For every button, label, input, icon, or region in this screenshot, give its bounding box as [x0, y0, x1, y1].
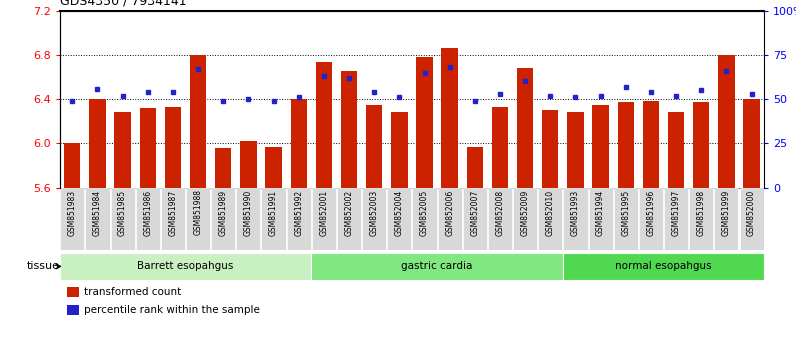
- Bar: [311, 253, 563, 280]
- Bar: [513, 188, 537, 250]
- Bar: [64, 143, 80, 188]
- Bar: [739, 188, 763, 250]
- Bar: [743, 99, 759, 188]
- Bar: [60, 188, 84, 250]
- Bar: [362, 188, 386, 250]
- Bar: [337, 188, 361, 250]
- Bar: [488, 188, 512, 250]
- Bar: [287, 188, 310, 250]
- Bar: [542, 110, 559, 188]
- Text: GSM852010: GSM852010: [546, 189, 555, 236]
- Bar: [438, 188, 462, 250]
- Text: GSM851983: GSM851983: [68, 189, 76, 236]
- Text: GSM851990: GSM851990: [244, 189, 253, 236]
- Bar: [265, 147, 282, 188]
- Bar: [261, 188, 286, 250]
- Text: tissue: tissue: [27, 261, 60, 272]
- Bar: [111, 188, 135, 250]
- Text: GSM851984: GSM851984: [93, 189, 102, 236]
- Bar: [388, 188, 412, 250]
- Text: GSM851992: GSM851992: [295, 189, 303, 236]
- Text: GSM852000: GSM852000: [747, 189, 756, 236]
- Bar: [588, 188, 613, 250]
- Bar: [236, 188, 260, 250]
- Bar: [312, 188, 336, 250]
- Bar: [614, 188, 638, 250]
- Text: GSM852005: GSM852005: [420, 189, 429, 236]
- Bar: [492, 107, 508, 188]
- Text: GSM851986: GSM851986: [143, 189, 152, 236]
- Text: GSM851989: GSM851989: [219, 189, 228, 236]
- Bar: [639, 188, 663, 250]
- Bar: [85, 188, 110, 250]
- Bar: [135, 188, 160, 250]
- Bar: [341, 72, 357, 188]
- Text: GSM851999: GSM851999: [722, 189, 731, 236]
- Text: GDS4350 / 7934141: GDS4350 / 7934141: [60, 0, 186, 7]
- Bar: [412, 188, 436, 250]
- Bar: [139, 108, 156, 188]
- Text: GSM851996: GSM851996: [646, 189, 655, 236]
- Bar: [689, 188, 713, 250]
- Bar: [67, 305, 80, 315]
- Text: GSM851988: GSM851988: [193, 189, 202, 235]
- Bar: [89, 99, 106, 188]
- Bar: [568, 113, 583, 188]
- Text: GSM852006: GSM852006: [445, 189, 455, 236]
- Bar: [165, 107, 181, 188]
- Bar: [592, 105, 609, 188]
- Text: GSM852001: GSM852001: [319, 189, 329, 236]
- Bar: [115, 113, 131, 188]
- Bar: [563, 253, 764, 280]
- Text: GSM851991: GSM851991: [269, 189, 278, 236]
- Bar: [416, 57, 433, 188]
- Bar: [316, 62, 332, 188]
- Bar: [211, 188, 236, 250]
- Text: Barrett esopahgus: Barrett esopahgus: [137, 261, 234, 272]
- Bar: [664, 188, 689, 250]
- Text: GSM852007: GSM852007: [470, 189, 479, 236]
- Bar: [366, 105, 382, 188]
- Text: GSM852004: GSM852004: [395, 189, 404, 236]
- Text: GSM851987: GSM851987: [169, 189, 178, 236]
- Text: GSM851998: GSM851998: [696, 189, 706, 236]
- Text: GSM852009: GSM852009: [521, 189, 529, 236]
- Bar: [60, 253, 311, 280]
- Bar: [161, 188, 185, 250]
- Bar: [215, 148, 232, 188]
- Text: GSM851985: GSM851985: [118, 189, 127, 236]
- Text: GSM851997: GSM851997: [672, 189, 681, 236]
- Bar: [714, 188, 739, 250]
- Text: GSM851995: GSM851995: [622, 189, 630, 236]
- Bar: [718, 55, 735, 188]
- Bar: [240, 141, 256, 188]
- Text: GSM852008: GSM852008: [495, 189, 505, 236]
- Text: GSM852002: GSM852002: [345, 189, 353, 236]
- Text: normal esopahgus: normal esopahgus: [615, 261, 712, 272]
- Bar: [190, 55, 206, 188]
- Bar: [538, 188, 563, 250]
- Bar: [693, 102, 709, 188]
- Bar: [186, 188, 210, 250]
- Bar: [668, 113, 685, 188]
- Bar: [564, 188, 587, 250]
- Bar: [642, 101, 659, 188]
- Text: transformed count: transformed count: [84, 287, 181, 297]
- Text: percentile rank within the sample: percentile rank within the sample: [84, 305, 260, 315]
- Bar: [462, 188, 487, 250]
- Text: GSM851993: GSM851993: [571, 189, 580, 236]
- Bar: [442, 48, 458, 188]
- Bar: [291, 99, 307, 188]
- Text: GSM852003: GSM852003: [369, 189, 379, 236]
- Text: GSM851994: GSM851994: [596, 189, 605, 236]
- Bar: [517, 68, 533, 188]
- Bar: [391, 113, 408, 188]
- Bar: [466, 147, 483, 188]
- Bar: [618, 102, 634, 188]
- Text: gastric cardia: gastric cardia: [401, 261, 473, 272]
- Bar: [67, 287, 80, 297]
